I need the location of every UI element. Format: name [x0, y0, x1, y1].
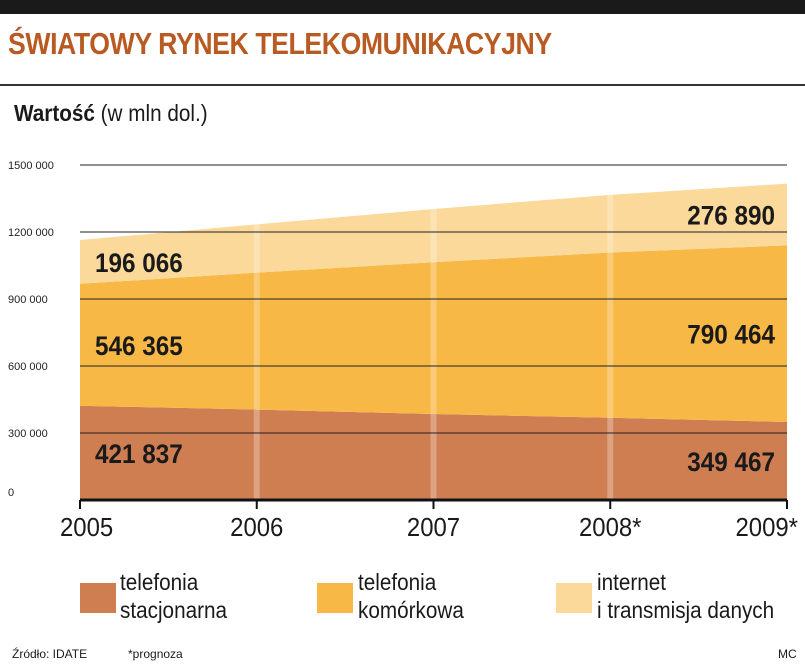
legend-label-line: stacjonarna — [120, 597, 228, 623]
forecast-note: *prognoza — [128, 647, 183, 661]
x-tick-label: 2007 — [407, 513, 460, 542]
legend-swatch-telefonia-komorkowa — [317, 583, 353, 613]
area-internet — [80, 183, 787, 284]
data-label: 546 365 — [95, 332, 183, 361]
x-tick-label: 2006 — [230, 513, 283, 542]
legend-label-line: komórkowa — [358, 597, 464, 623]
y-tick-label: 0 — [8, 487, 14, 499]
data-label: 196 066 — [95, 249, 183, 278]
x-tick-label: 2008* — [579, 513, 642, 542]
year-divider — [430, 165, 437, 500]
x-tick-label: 2005 — [60, 513, 113, 542]
legend-label-internet: internet i transmisja danych — [597, 568, 774, 624]
x-tick-label: 2009* — [736, 513, 799, 542]
area-telefonia-komorkowa — [80, 245, 787, 422]
y-tick-label: 1200 000 — [8, 227, 54, 239]
subtitle-bold: Wartość — [14, 100, 95, 126]
chart-title: ŚWIATOWY RYNEK TELEKOMUNIKACYJNY — [8, 26, 552, 61]
legend-label-line: internet — [597, 569, 667, 595]
y-tick-label: 600 000 — [8, 361, 48, 373]
legend-label-line: i transmisja danych — [597, 597, 775, 623]
legend-label-telefonia-komorkowa: telefonia komórkowa — [358, 568, 464, 624]
legend-label-line: telefonia — [120, 569, 199, 595]
y-tick-label: 1500 000 — [8, 160, 54, 172]
legend-swatch-internet — [556, 583, 592, 613]
legend-swatch-telefonia-stacjonarna — [80, 583, 116, 613]
chart-subtitle: Wartość (w mln dol.) — [14, 100, 208, 127]
y-tick-label: 900 000 — [8, 294, 48, 306]
data-label: 349 467 — [687, 448, 775, 477]
y-tick-label: 300 000 — [8, 428, 48, 440]
title-rule — [0, 84, 805, 86]
data-label: 421 837 — [95, 440, 183, 469]
author-credit: MC — [778, 647, 797, 661]
subtitle-unit: (w mln dol.) — [100, 100, 208, 126]
legend-label-telefonia-stacjonarna: telefonia stacjonarna — [120, 568, 227, 624]
area-telefonia-stacjonarna — [80, 405, 787, 500]
data-label: 790 464 — [687, 321, 775, 350]
legend-label-line: telefonia — [358, 569, 437, 595]
year-divider — [253, 165, 260, 500]
data-label: 276 890 — [687, 201, 775, 230]
source-note: Źródło: IDATE — [12, 647, 88, 661]
stacked-area-chart: 0 300 000 600 000 900 000 1200 000 1500 000 20… — [8, 160, 799, 542]
year-divider — [607, 165, 614, 500]
top-bar — [0, 0, 805, 14]
